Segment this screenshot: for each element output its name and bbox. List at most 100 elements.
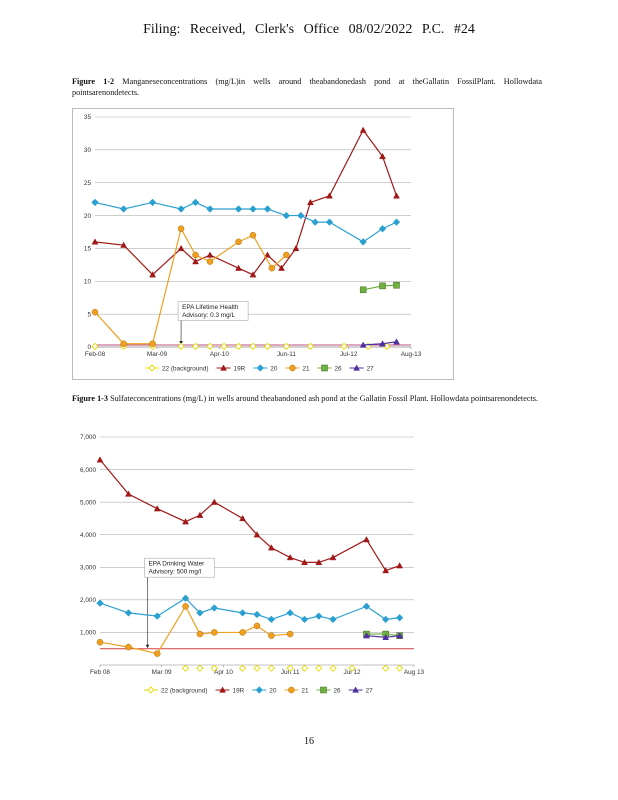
data-point [359,126,367,133]
data-point [264,251,271,258]
legend-marker [219,686,226,693]
data-point [359,238,367,246]
data-point [300,664,309,672]
data-point [396,632,404,639]
data-point [239,629,246,636]
data-point [91,342,99,350]
y-tick-label: 6,000 [80,467,96,474]
figure-caption-2: Figure 1-3 Sulfateconcentrations (mg/L) … [72,393,542,404]
data-point [382,664,390,672]
data-point [91,198,99,207]
data-point [182,603,189,610]
data-point [91,308,99,316]
y-tick-label: 1,000 [80,630,96,637]
legend-marker [148,364,156,372]
y-tick-label: 25 [84,180,92,187]
data-point [196,609,204,617]
legend-marker [352,686,360,693]
y-tick-label: 2,000 [80,597,96,604]
data-point [348,664,356,672]
data-point [239,514,247,522]
data-point [379,340,386,347]
data-point [96,456,104,463]
y-tick-label: 5,000 [80,499,96,506]
annotation-text: Advisory: 0.3 mg/L [182,312,235,319]
data-point [196,511,204,518]
data-point [91,238,99,245]
figure-caption-text: Manganeseconcentrations (mg/L)in wells a… [72,77,543,97]
data-point [206,251,214,258]
y-tick-label: 15 [84,246,92,253]
legend-label: 20 [270,365,278,372]
legend-label: 21 [302,365,310,372]
legend-label: 19R [233,687,245,694]
legend-marker [321,364,328,372]
data-point [235,264,242,271]
legend-marker [255,686,263,694]
data-point [379,152,386,160]
figure-label: Figure 1-3 [72,394,109,403]
data-point [325,218,334,226]
data-point [297,211,305,220]
legend-label: 20 [269,687,277,694]
data-point [192,258,199,265]
data-point [382,567,390,574]
data-point [196,630,204,638]
data-point [249,342,257,350]
data-point [149,271,157,278]
data-point [120,241,128,248]
y-tick-label: 30 [84,147,92,154]
data-point [315,558,323,566]
legend-label: 27 [367,365,375,372]
data-point [379,282,386,290]
filing-header: Filing: Received, Clerk's Office 08/02/2… [143,22,475,37]
data-point [301,558,308,566]
data-point [206,205,214,213]
data-point [238,664,247,672]
series-line [94,227,287,345]
data-point [181,664,190,672]
data-point [311,218,319,226]
data-point [210,604,218,612]
data-point [363,536,370,543]
legend-marker [289,364,296,372]
data-point [382,633,390,640]
annotation-box [177,301,249,321]
data-point [177,205,185,213]
legend-marker [353,364,361,371]
x-tick-label: Jun-11 [277,351,297,358]
legend-label: 21 [301,687,309,694]
data-point [267,664,276,672]
annotation-arrowhead [145,644,150,649]
x-tick-label: Apr-10 [210,351,230,358]
x-tick-label: Apr 10 [214,669,233,676]
data-point [362,602,371,611]
data-point [306,342,315,350]
series-line [94,129,398,276]
data-point [315,612,323,620]
legend-label: 26 [334,687,342,694]
data-point [378,225,387,233]
annotation-text: EPA Drinking Water [149,561,206,568]
figure-caption-text: Sulfateconcentrations (mg/L) in wells ar… [110,394,538,403]
annotation-box [144,557,215,578]
data-point [282,342,290,350]
data-point [120,205,128,213]
y-tick-label: 0 [87,344,91,351]
data-point [192,251,199,259]
data-point [191,342,200,350]
data-point [359,286,367,294]
x-tick-label: Feb-08 [85,351,106,358]
data-point [329,615,337,624]
data-point [396,562,404,569]
data-point [153,612,161,620]
figure-label: Figure 1-2 [72,77,115,86]
data-point [210,498,218,505]
data-point [393,281,400,289]
data-point [395,614,404,622]
data-point [282,211,290,220]
figure-caption-1: Figure 1-2 Manganeseconcentrations (mg/L… [72,76,542,98]
series-line [99,459,400,572]
manganese-chart: 0 5 10 15 20 25 30 35 Feb-08 Mar-09 Apr-10 Jun-11 Ju… [72,108,454,380]
data-point [286,630,294,638]
